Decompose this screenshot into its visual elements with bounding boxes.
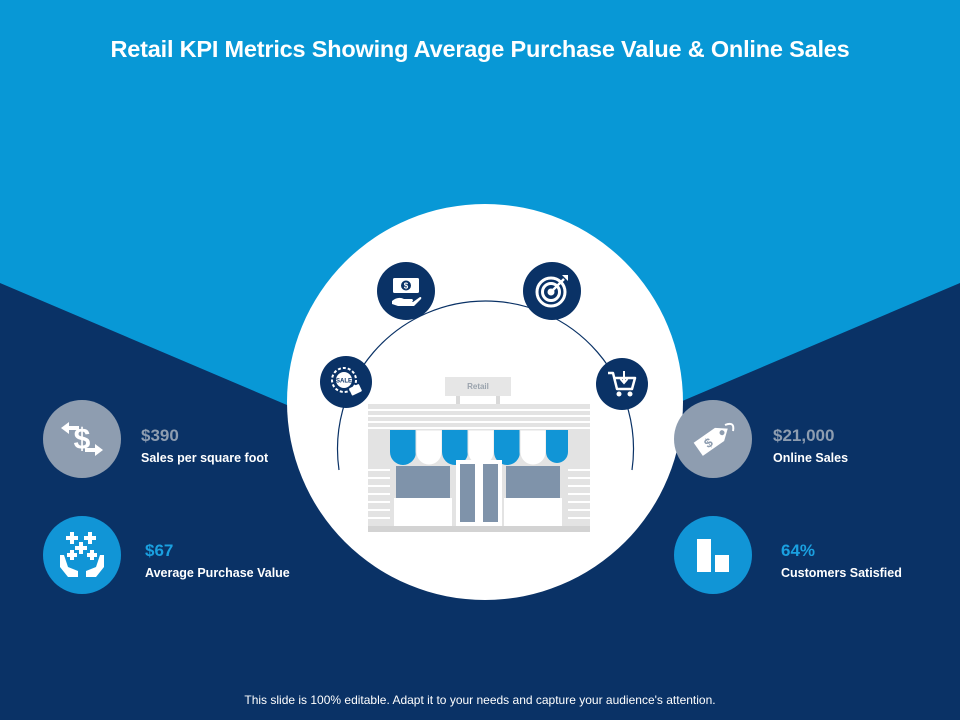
kpi-value-customers-satisfied: 64% xyxy=(781,541,816,560)
cash-hand-icon: $ xyxy=(377,262,435,320)
kpi-label-online-sales: Online Sales xyxy=(773,451,849,465)
svg-text:$: $ xyxy=(74,423,91,456)
kpi-label-customers-satisfied: Customers Satisfied xyxy=(781,566,902,580)
kpi-value-avg-purchase: $67 xyxy=(145,541,174,560)
footer-note: This slide is 100% editable. Adapt it to… xyxy=(244,693,716,707)
svg-text:$: $ xyxy=(404,282,409,291)
dollar-transfer-icon: $ xyxy=(43,400,121,478)
shopping-cart-icon xyxy=(596,358,648,410)
kpi-value-sales-per-sqft: $390 xyxy=(141,426,179,445)
slide-title: Retail KPI Metrics Showing Average Purch… xyxy=(110,36,850,62)
kpi-label-sales-per-sqft: Sales per square foot xyxy=(141,451,269,465)
store-sign: Retail xyxy=(445,377,511,396)
hands-sparkle-icon xyxy=(43,516,121,594)
sale-badge-icon: SALE xyxy=(320,356,372,408)
kpi-label-avg-purchase: Average Purchase Value xyxy=(145,566,290,580)
price-tag-icon: $ xyxy=(674,400,752,478)
kpi-value-online-sales: $21,000 xyxy=(773,426,835,445)
sale-badge-text: SALE xyxy=(336,379,352,385)
target-icon xyxy=(523,262,581,320)
bar-chart-icon xyxy=(674,516,752,594)
